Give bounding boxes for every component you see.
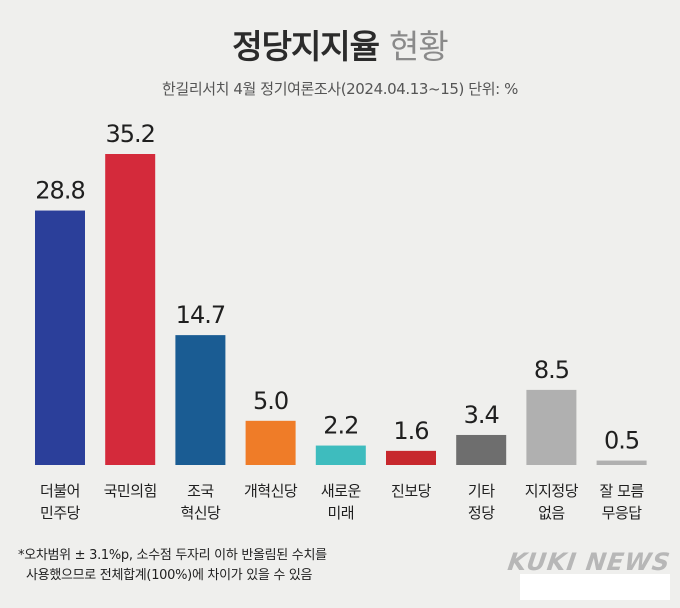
value-label-2: 35.2 — [105, 120, 154, 148]
bar-2 — [105, 154, 156, 465]
category-label-7-line-1: 기타 — [468, 482, 495, 500]
value-label-5: 2.2 — [323, 412, 358, 440]
value-label-1: 28.8 — [35, 177, 84, 205]
bar-1 — [35, 210, 85, 465]
category-label-1-line-1: 더불어 — [40, 482, 80, 500]
value-label-8: 8.5 — [534, 356, 569, 384]
category-label-6-line-1: 진보당 — [391, 482, 432, 500]
value-label-9: 0.5 — [604, 427, 639, 455]
category-label-8-line-1: 지지정당 — [525, 482, 579, 500]
kuki-news-logo: KUKI NEWS — [506, 548, 673, 576]
bar-3 — [175, 335, 226, 465]
value-label-7: 3.4 — [464, 401, 499, 429]
chart-subtitle: 한길리서치 4월 정기여론조사(2024.04.13~15) 단위: % — [162, 80, 518, 98]
category-label-5-line-2: 미래 — [327, 504, 354, 522]
value-label-6: 1.6 — [393, 417, 428, 445]
bar-8 — [526, 389, 577, 465]
category-label-8-line-2: 없음 — [538, 504, 565, 522]
footnote-line-1: *오차범위 ± 3.1%p, 소수점 두자리 이하 반올림된 수치를 — [18, 548, 327, 563]
category-label-9-line-1: 잘 모름 — [600, 482, 645, 500]
bar-6 — [386, 450, 436, 465]
footnote: *오차범위 ± 3.1%p, 소수점 두자리 이하 반올림된 수치를 사용했으므… — [18, 546, 327, 586]
category-label-1-line-2: 민주당 — [40, 504, 81, 522]
category-label-4-line-1: 개혁신당 — [244, 482, 298, 500]
category-label-5-line-1: 새로운 — [321, 482, 362, 500]
category-label-2-line-1: 국민의힘 — [104, 482, 157, 500]
category-label-3-line-1: 조국 — [187, 482, 214, 500]
title-bold: 정당지지율 — [232, 27, 380, 66]
bar-7 — [456, 434, 507, 465]
value-label-4: 5.0 — [253, 387, 288, 415]
footnote-line-2: 사용했으므로 전체합계(100%)에 차이가 있을 수 있음 — [26, 568, 313, 583]
bar-5 — [315, 445, 366, 465]
value-label-3: 14.7 — [176, 301, 225, 329]
category-label-7-line-2: 정당 — [468, 504, 495, 522]
chart-title: 정당지지율 현황 — [0, 20, 680, 68]
bar-4 — [245, 420, 296, 465]
category-label-3-line-2: 혁신당 — [180, 504, 221, 522]
category-label-9-line-2: 무응답 — [602, 504, 643, 522]
title-light: 현황 — [389, 27, 449, 66]
logo-cover — [520, 574, 670, 600]
bar-9 — [596, 460, 647, 465]
